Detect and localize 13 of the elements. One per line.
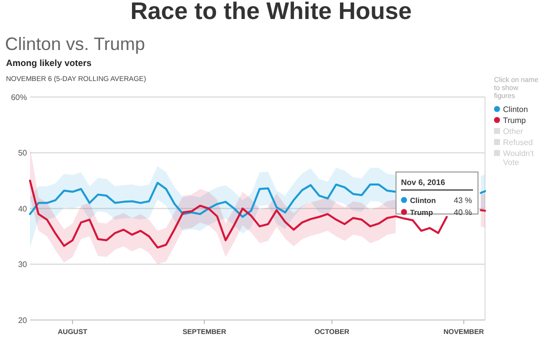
legend-label: Trump (503, 116, 526, 125)
text: Among likely voters (6, 58, 92, 68)
chart-title: Race to the White House (130, 0, 412, 25)
y-tick-label: 60% (10, 92, 27, 102)
y-tick-label: 20 (18, 316, 28, 325)
legend-label: Clinton (503, 105, 528, 114)
annotation: Nov 6, 2016 (401, 178, 446, 187)
annotation: 43 % (454, 196, 472, 205)
chart-subtitle: Clinton vs. Trump (5, 34, 146, 54)
y-tick-label: 30 (18, 260, 28, 270)
annotation: 40 % (454, 208, 472, 217)
y-tick-label: 40 (18, 204, 28, 214)
y-tick-label: 50 (18, 148, 28, 158)
